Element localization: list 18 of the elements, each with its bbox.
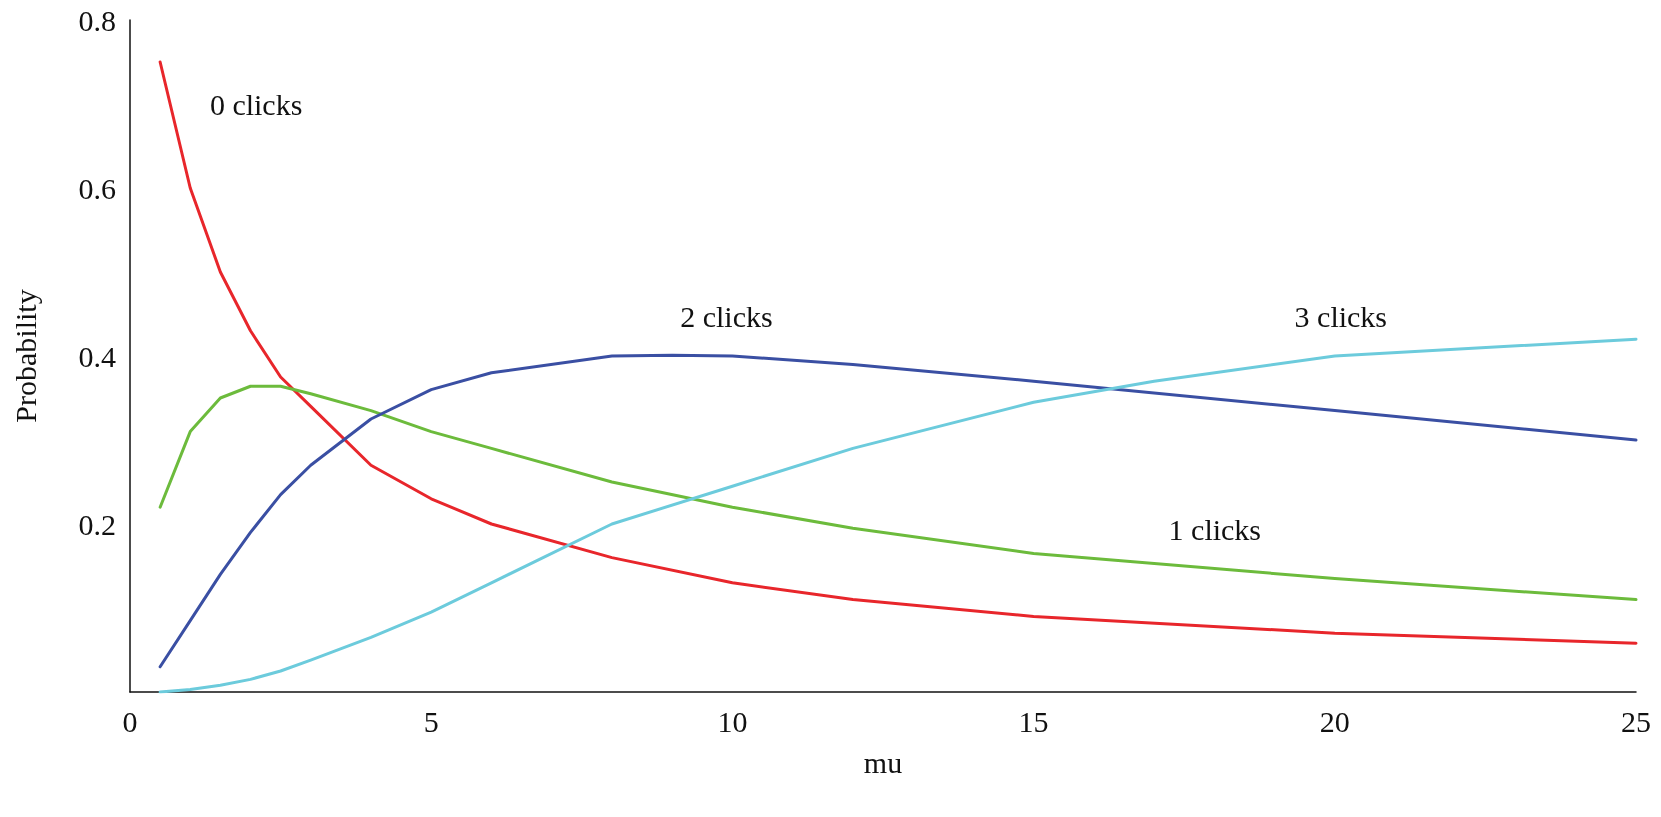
line-series (158, 384, 1638, 602)
line-series (158, 60, 1638, 645)
y-tick-label: 0.4 (78, 339, 116, 373)
x-tick-label: 5 (423, 704, 439, 738)
series-label: 2 clicks (680, 299, 773, 333)
series-label: 3 clicks (1294, 299, 1388, 333)
x-tick-label: 15 (1018, 704, 1049, 738)
y-axis-title: Probability (8, 289, 42, 423)
series-label: 0 clicks (209, 87, 303, 121)
y-tick-label: 0.8 (78, 3, 116, 37)
x-tick-label: 20 (1319, 704, 1350, 738)
series-label: 1 clicks (1168, 513, 1262, 547)
x-axis-title: mu (863, 745, 903, 779)
x-tick-label: 0 (122, 704, 138, 738)
y-tick-label: 0.2 (78, 507, 116, 541)
y-tick-label: 0.6 (78, 171, 116, 205)
x-tick-label: 25 (1621, 704, 1651, 738)
x-tick-label: 10 (717, 704, 748, 738)
